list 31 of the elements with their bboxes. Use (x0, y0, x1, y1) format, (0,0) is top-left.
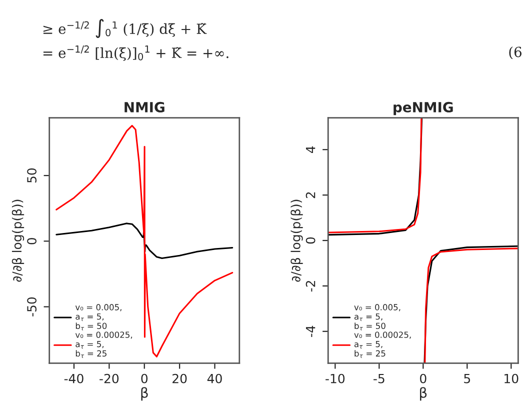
x-tick-label: 5 (464, 374, 470, 384)
line-series (56, 124, 234, 358)
x-axis-title: β (420, 387, 427, 401)
y-tick-label: 50 (27, 168, 37, 183)
chart-title: peNMIG (394, 102, 453, 116)
y-tick-label: 4 (306, 146, 316, 153)
y-tick-label: 0 (306, 237, 316, 244)
y-tick-label: -4 (306, 326, 316, 337)
x-tick-label: 40 (207, 374, 222, 384)
y-tick-label: 0 (27, 238, 37, 244)
x-tick-label: 0 (141, 374, 148, 384)
text: (6 (509, 46, 522, 60)
line-series (56, 222, 234, 259)
x-tick-label: 10 (504, 374, 518, 384)
x-tick-label: 20 (172, 374, 187, 384)
y-axis-title: ∂/∂β log(p(β)) (290, 200, 303, 282)
x-axis-title: β (141, 387, 148, 401)
x-tick-label: -5 (374, 374, 384, 384)
text: ≥ e$^{−1/2}$ ∫$_{0}$$^{1}$ (1/ξ) dξ + K̃ (43, 18, 207, 38)
legend-label: v₀ = 0.00025, a$_{τ}$ = 5, b$_{τ}$ = 25 (354, 332, 411, 358)
x-tick-label: -10 (326, 374, 345, 384)
y-axis-title: ∂/∂β log(p(β)) (12, 200, 24, 282)
text: = e$^{−1/2}$ [ln(ξ)]$_{0}$$^{1}$ + K̃ = +∞. (43, 45, 228, 61)
x-tick-label: 0 (420, 374, 426, 384)
y-tick-label: 2 (306, 192, 316, 198)
chart-title: NMIG (124, 102, 164, 112)
x-tick-label: -40 (64, 374, 84, 384)
x-tick-label: -20 (100, 374, 119, 384)
y-tick-label: -2 (306, 280, 316, 292)
legend-label: v₀ = 0.00025, a$_{τ}$ = 5, b$_{τ}$ = 25 (75, 332, 132, 358)
y-tick-label: -50 (27, 297, 37, 316)
